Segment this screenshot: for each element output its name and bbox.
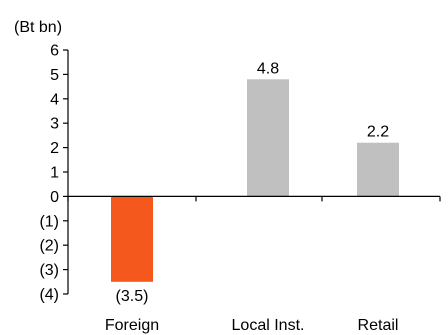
y-tick-label: (1) [39,213,59,230]
y-tick-label: 0 [50,189,59,206]
data-labels: (3.5) 4.8 2.2 [116,60,390,305]
y-tick-label: 6 [50,43,59,60]
y-tick-label: (3) [39,262,59,279]
bar-local-inst [247,79,289,197]
y-tick-label: (4) [39,287,59,304]
x-axis [67,195,441,202]
y-tick-label: (2) [39,238,59,255]
data-label: 2.2 [367,124,389,141]
bar-foreign [111,196,153,282]
bar-retail [357,142,399,197]
y-tick-label: 3 [50,116,59,133]
category-label: Foreign [105,317,159,334]
data-label: 4.8 [257,60,279,77]
y-tick-label: 2 [50,140,59,157]
bars [111,79,399,282]
category-label: Local Inst. [232,317,305,334]
category-label: Retail [358,317,399,334]
y-tick-label: 5 [50,67,59,84]
unit-label: (Bt bn) [14,19,62,36]
y-axis: 6 5 4 3 2 1 0 (1) (2) (3) (4) [39,43,69,304]
data-label: (3.5) [116,288,149,305]
y-tick-label: 1 [50,165,59,182]
y-tick-label: 4 [50,91,59,108]
category-labels: Foreign Local Inst. Retail [105,317,399,334]
